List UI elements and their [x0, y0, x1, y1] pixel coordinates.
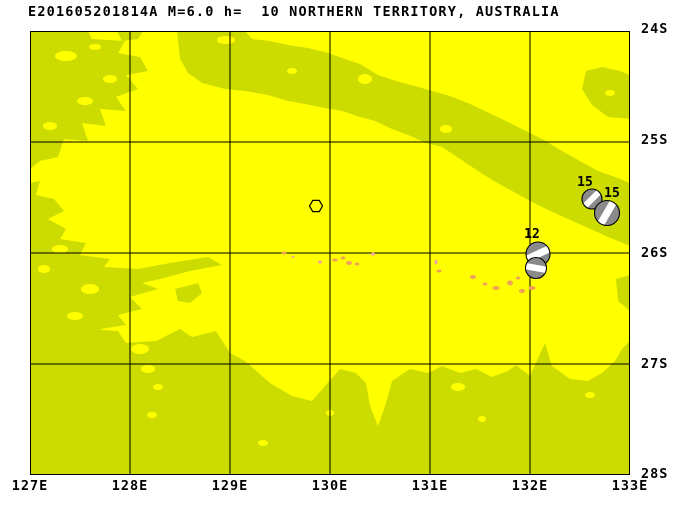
beachball-day-label: 12: [524, 227, 540, 242]
lon-tick-128E: 128E: [111, 478, 149, 494]
lakes-pink: [291, 252, 438, 265]
focal-mechanisms: [524, 188, 621, 280]
beachball-unlabeled: [524, 256, 548, 280]
lat-tick-24S: 24S: [641, 21, 669, 37]
lon-tick-132E: 132E: [511, 478, 549, 494]
lon-tick-130E: 130E: [311, 478, 349, 494]
beachball-day-label: 15: [577, 175, 593, 190]
highland-small-blob: [175, 283, 202, 303]
map-canvas: 15 15 12: [30, 31, 630, 475]
lakes-orange: [281, 251, 536, 293]
graticule-grid: [30, 31, 630, 475]
lat-tick-26S: 26S: [641, 245, 669, 261]
lat-tick-28S: 28S: [641, 466, 669, 482]
lat-tick-27S: 27S: [641, 356, 669, 372]
beachball-15b: [593, 199, 621, 227]
highland-diagonal-band: [177, 31, 630, 246]
lon-tick-129E: 129E: [211, 478, 249, 494]
lon-tick-127E: 127E: [11, 478, 49, 494]
highland-right-sliver: [616, 275, 630, 311]
beachball-15a: [581, 188, 603, 210]
epicenter-hexagon-marker: [308, 199, 324, 213]
figure-title: E201605201814A M=6.0 h= 10 NORTHERN TERR…: [28, 4, 560, 20]
lon-tick-133E: 133E: [611, 478, 649, 494]
lon-tick-131E: 131E: [411, 478, 449, 494]
lat-tick-25S: 25S: [641, 132, 669, 148]
beachball-day-label: 15: [604, 186, 620, 201]
